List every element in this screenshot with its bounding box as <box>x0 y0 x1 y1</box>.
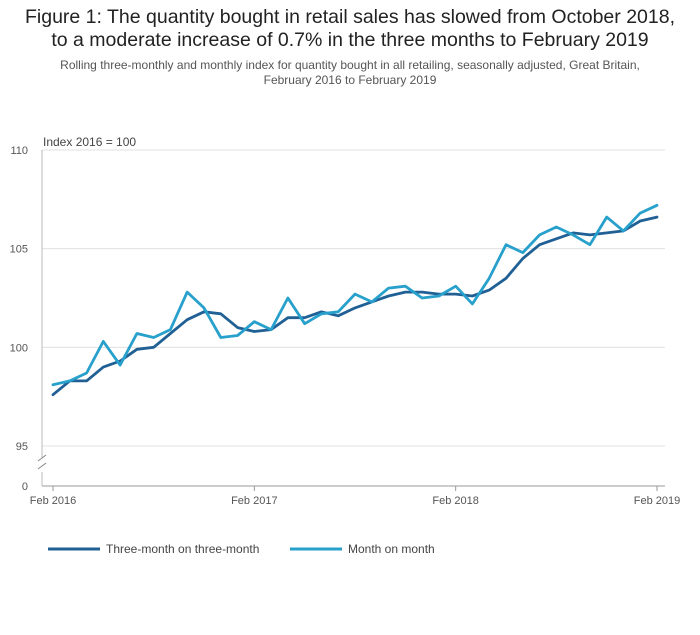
chart-subtitle: Rolling three-monthly and monthly index … <box>0 58 700 88</box>
chart-subtitle-line-1: Rolling three-monthly and monthly index … <box>60 58 640 72</box>
series-line-three-month <box>51 215 659 397</box>
axis-break-mark <box>37 462 47 470</box>
chart-title-line-1: Figure 1: The quantity bought in retail … <box>24 6 675 28</box>
chart-subtitle-line-2: February 2016 to February 2019 <box>263 73 437 87</box>
legend-label: Month on month <box>348 542 435 556</box>
y-tick-label: 110 <box>10 145 28 157</box>
y-tick-label: 100 <box>10 342 28 354</box>
y-tick-label: 95 <box>16 441 28 453</box>
legend-label: Three-month on three-month <box>106 542 259 556</box>
x-tick-label: Feb 2017 <box>231 495 277 507</box>
axis-break-mark <box>37 454 47 462</box>
chart-title: Figure 1: The quantity bought in retail … <box>0 6 700 52</box>
x-tick-label: Feb 2016 <box>30 495 76 507</box>
x-tick-label: Feb 2019 <box>634 495 680 507</box>
x-tick-label: Feb 2018 <box>432 495 478 507</box>
y-tick-label: 0 <box>22 481 28 493</box>
y-tick-label: 105 <box>10 244 28 256</box>
y-axis-label: Index 2016 = 100 <box>43 135 136 149</box>
chart-title-line-2: to a moderate increase of 0.7% in the th… <box>51 29 649 51</box>
series-line-month-on-month <box>51 203 659 387</box>
